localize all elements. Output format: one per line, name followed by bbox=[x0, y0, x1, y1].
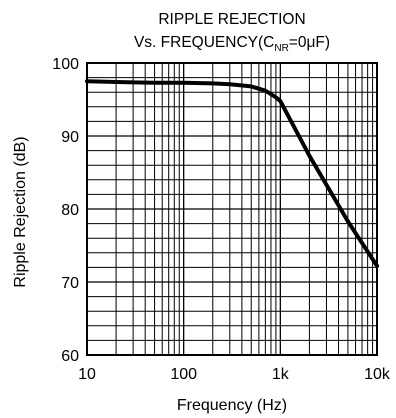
y-tick-label: 60 bbox=[61, 348, 79, 365]
title-subscript: NR bbox=[274, 43, 288, 54]
tick-labels: 10 100 1k 10k 60 70 80 90 100 bbox=[52, 56, 391, 383]
series-line bbox=[85, 79, 379, 268]
x-tick-label: 10k bbox=[364, 366, 391, 383]
x-axis-label: Frequency (Hz) bbox=[177, 397, 287, 414]
x-tick-label: 100 bbox=[170, 366, 197, 383]
series-layer bbox=[85, 79, 379, 268]
plot-frame bbox=[86, 62, 378, 356]
title-prefix: Vs. FREQUENCY(C bbox=[134, 34, 274, 51]
x-tick-label: 1k bbox=[272, 366, 290, 383]
chart-title-line2: Vs. FREQUENCY(CNR=0μF) bbox=[134, 34, 330, 54]
title-suffix: =0μF) bbox=[289, 34, 330, 51]
y-tick-label: 70 bbox=[61, 275, 79, 292]
y-tick-label: 100 bbox=[52, 56, 79, 73]
x-tick-label: 10 bbox=[78, 366, 96, 383]
y-tick-label: 90 bbox=[61, 129, 79, 146]
chart-title-line1: RIPPLE REJECTION bbox=[158, 11, 305, 28]
y-axis-label: Ripple Rejection (dB) bbox=[12, 136, 29, 287]
y-tick-label: 80 bbox=[61, 202, 79, 219]
